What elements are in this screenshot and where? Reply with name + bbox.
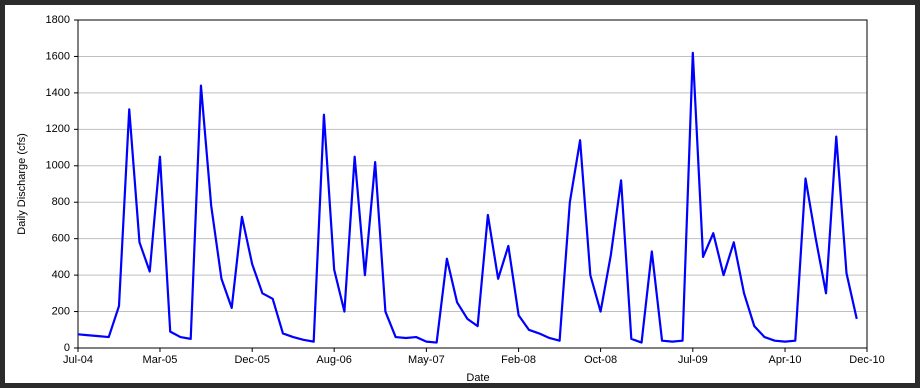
x-tick-label: Jul-04 bbox=[63, 354, 93, 366]
y-tick-label: 1400 bbox=[46, 87, 70, 99]
y-tick-label: 1800 bbox=[46, 14, 70, 26]
x-tick-label: May-07 bbox=[408, 354, 445, 366]
x-tick-label: Jul-09 bbox=[678, 354, 708, 366]
plot-frame bbox=[77, 19, 868, 349]
y-tick-label: 200 bbox=[52, 305, 70, 317]
y-tick-label: 1600 bbox=[46, 50, 70, 62]
y-tick-label: 400 bbox=[52, 269, 70, 281]
x-tick-label: Oct-08 bbox=[584, 354, 617, 366]
x-tick-label: Dec-05 bbox=[234, 354, 269, 366]
y-axis-label: Daily Discharge (cfs) bbox=[16, 133, 28, 234]
y-tick-label: 800 bbox=[52, 196, 70, 208]
y-tick-label: 1200 bbox=[46, 123, 70, 135]
x-tick-label: Feb-08 bbox=[501, 354, 536, 366]
data-line bbox=[77, 51, 858, 344]
x-tick-label: Mar-05 bbox=[143, 354, 178, 366]
x-tick-label: Dec-10 bbox=[849, 354, 884, 366]
y-tick-label: 0 bbox=[64, 342, 70, 354]
x-tick-label: Apr-10 bbox=[769, 354, 802, 366]
y-tick-label: 600 bbox=[52, 233, 70, 245]
y-tick-label: 1000 bbox=[46, 160, 70, 172]
x-axis-label: Date bbox=[466, 372, 489, 384]
x-tick-label: Aug-06 bbox=[316, 354, 351, 366]
chart-area bbox=[5, 5, 915, 383]
